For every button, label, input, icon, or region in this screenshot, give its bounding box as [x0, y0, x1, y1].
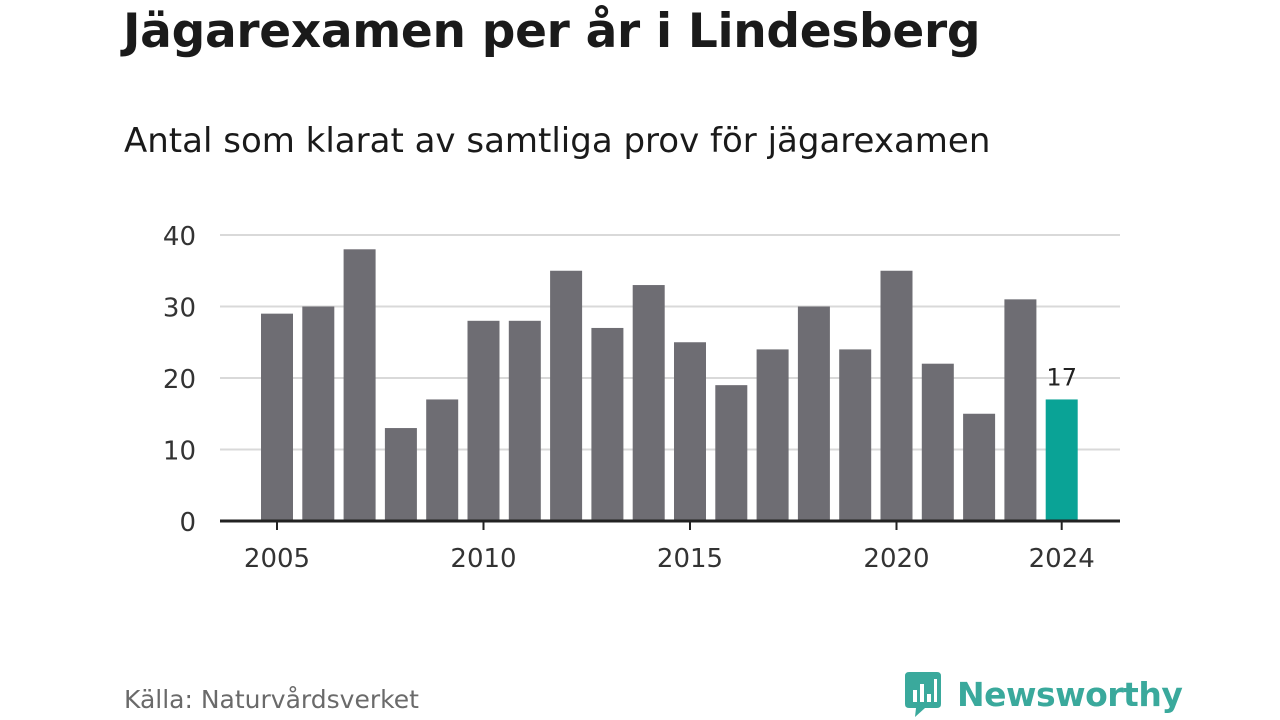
bar	[302, 306, 335, 521]
bar	[1045, 399, 1078, 521]
brand-logo: Newsworthy	[903, 670, 1183, 718]
bar	[261, 313, 293, 521]
chart-subtitle: Antal som klarat av samtliga prov för jä…	[124, 121, 991, 161]
source-note: Källa: Naturvårdsverket	[124, 685, 419, 714]
bar	[384, 428, 417, 521]
bar	[674, 342, 706, 521]
y-tick-label: 20	[163, 365, 196, 395]
x-tick-label: 2005	[244, 544, 310, 574]
bar	[632, 285, 665, 521]
bar	[508, 320, 541, 521]
y-tick-label: 0	[179, 508, 196, 538]
chart-title: Jägarexamen per år i Lindesberg	[123, 4, 981, 59]
bar	[797, 306, 830, 521]
bar	[1004, 299, 1037, 521]
bar	[467, 320, 500, 521]
bar	[426, 399, 459, 521]
y-tick-label: 40	[163, 222, 196, 252]
y-tick-label: 10	[163, 437, 196, 467]
bar	[343, 249, 376, 522]
bar	[591, 327, 624, 521]
y-tick-label: 30	[163, 294, 196, 324]
brand-name: Newsworthy	[957, 674, 1183, 714]
bar	[715, 385, 748, 521]
newsworthy-logo-icon	[905, 672, 941, 717]
bar	[839, 349, 872, 521]
bar	[921, 363, 954, 521]
x-tick-label: 2015	[657, 544, 723, 574]
bar	[963, 413, 996, 521]
x-tick-label: 2010	[450, 544, 516, 574]
bar	[550, 270, 583, 521]
x-tick-label: 2020	[863, 544, 929, 574]
bar	[880, 270, 913, 521]
bar	[756, 349, 789, 521]
data-label: 17	[1046, 363, 1077, 391]
x-tick-label: 2024	[1029, 544, 1095, 574]
